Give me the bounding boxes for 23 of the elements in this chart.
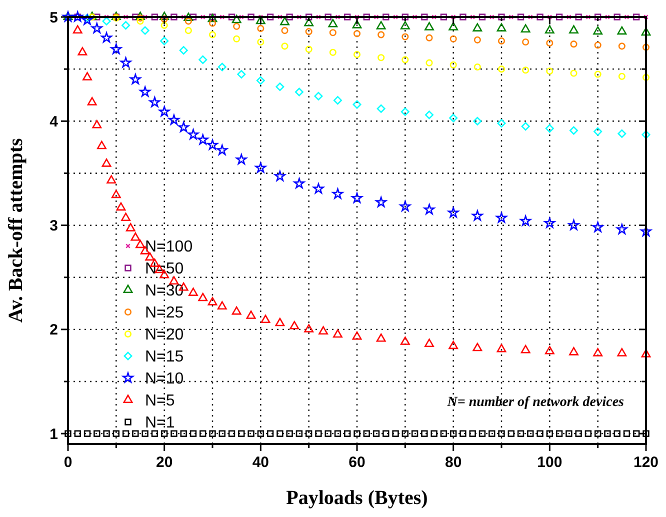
legend-label: N=10 (145, 370, 184, 388)
legend-label: N=100 (145, 238, 193, 256)
x-tick-label: 120 (633, 454, 659, 471)
legend-label: N=30 (145, 282, 184, 300)
legend-label: N=1 (145, 414, 175, 432)
y-axis-title: Av. Back-off attempts (5, 138, 27, 323)
legend-label: N=20 (145, 326, 184, 344)
x-axis-title: Payloads (Bytes) (286, 487, 428, 509)
y-tick-label: 5 (50, 9, 58, 26)
legend-label: N=5 (145, 392, 175, 410)
legend-label: N=25 (145, 304, 184, 322)
y-tick-label: 3 (50, 218, 58, 235)
annotation: N= number of network devices (446, 395, 625, 410)
x-tick-label: 80 (444, 454, 462, 471)
x-tick-label: 20 (156, 454, 173, 471)
legend-label: N=15 (145, 348, 184, 366)
y-tick-label: 4 (50, 113, 59, 130)
x-tick-label: 40 (252, 454, 270, 471)
y-tick-label: 1 (50, 426, 58, 443)
x-tick-label: 60 (348, 454, 366, 471)
x-tick-label: 0 (64, 454, 72, 471)
x-tick-label: 100 (537, 454, 562, 471)
y-tick-label: 2 (50, 322, 58, 339)
